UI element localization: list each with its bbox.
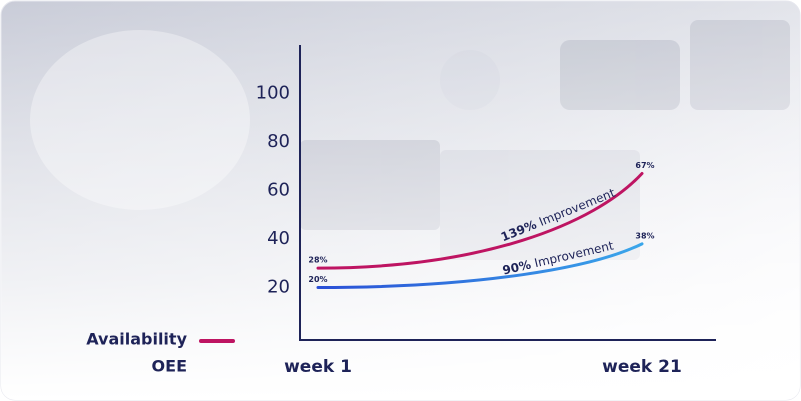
y-tick-label: 80 xyxy=(267,131,290,152)
data-label: 20% xyxy=(308,275,327,284)
x-tick-label: week 21 xyxy=(602,357,682,377)
series-line xyxy=(316,242,644,289)
x-tick-label: week 1 xyxy=(284,357,352,377)
y-tick-label: 20 xyxy=(267,277,290,298)
data-label: 67% xyxy=(635,161,654,170)
series-line xyxy=(316,172,644,270)
data-label: 28% xyxy=(308,256,327,265)
y-tick-label: 40 xyxy=(267,228,290,249)
data-label: 38% xyxy=(635,231,654,240)
legend-label: OEE xyxy=(152,357,187,376)
y-tick-label: 100 xyxy=(256,83,290,104)
legend-label: Availability xyxy=(86,330,187,349)
y-tick-label: 60 xyxy=(267,180,290,201)
annotation-highlight: 90% xyxy=(501,257,532,277)
